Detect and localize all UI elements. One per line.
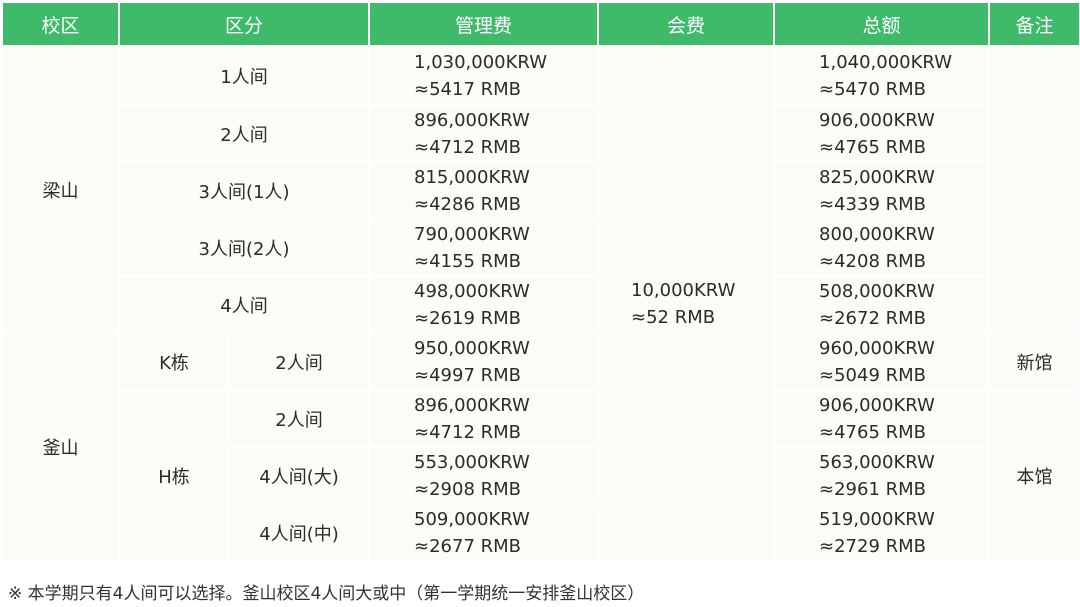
total-cell: 800,000KRW ≈4208 RMB xyxy=(773,218,991,277)
management-fee-rmb: ≈4997 RMB xyxy=(414,364,522,386)
total-rmb: ≈4765 RMB xyxy=(819,136,927,158)
header-category: 区分 xyxy=(117,1,371,47)
table-row: 2人间 896,000KRW ≈4712 RMB 906,000KRW ≈476… xyxy=(2,104,1080,163)
total-rmb: ≈2729 RMB xyxy=(819,535,927,557)
total-cell: 519,000KRW ≈2729 RMB xyxy=(773,503,991,562)
membership-fee-rmb: ≈52 RMB xyxy=(631,306,716,328)
management-fee-krw: 553,000KRW xyxy=(414,451,530,473)
total-rmb: ≈2672 RMB xyxy=(819,307,927,329)
campus-busan: 釜山 xyxy=(1,332,120,562)
total-rmb: ≈4765 RMB xyxy=(819,421,927,443)
remark-empty xyxy=(988,45,1080,334)
management-fee-krw: 498,000KRW xyxy=(414,280,530,302)
total-rmb: ≈5049 RMB xyxy=(819,364,927,386)
management-fee-krw: 950,000KRW xyxy=(414,337,530,359)
management-fee-rmb: ≈4712 RMB xyxy=(414,136,522,158)
management-fee-cell: 950,000KRW ≈4997 RMB xyxy=(368,332,600,391)
remark-new-building: 新馆 xyxy=(988,332,1080,391)
management-fee-krw: 509,000KRW xyxy=(414,508,530,530)
total-rmb: ≈4339 RMB xyxy=(819,193,927,215)
total-cell: 1,040,000KRW ≈5470 RMB xyxy=(773,45,991,106)
management-fee-rmb: ≈2677 RMB xyxy=(414,535,522,557)
room-type: 4人间(大) xyxy=(227,446,371,505)
management-fee-krw: 790,000KRW xyxy=(414,223,530,245)
management-fee-rmb: ≈4155 RMB xyxy=(414,250,522,272)
total-krw: 906,000KRW xyxy=(819,109,935,131)
table-row: 3人间(1人) 815,000KRW ≈4286 RMB 825,000KRW … xyxy=(2,161,1080,220)
management-fee-cell: 498,000KRW ≈2619 RMB xyxy=(368,275,600,334)
management-fee-krw: 815,000KRW xyxy=(414,166,530,188)
total-rmb: ≈4208 RMB xyxy=(819,250,927,272)
management-fee-krw: 896,000KRW xyxy=(414,394,530,416)
management-fee-cell: 815,000KRW ≈4286 RMB xyxy=(368,161,600,220)
table-row: 4人间 498,000KRW ≈2619 RMB 508,000KRW ≈267… xyxy=(2,275,1080,334)
remark-main-building: 本馆 xyxy=(988,389,1080,562)
table-row: 梁山 1人间 1,030,000KRW ≈5417 RMB 10,000KRW … xyxy=(1,45,1080,562)
header-membership-fee: 会费 xyxy=(597,1,776,47)
total-cell: 906,000KRW ≈4765 RMB xyxy=(773,389,991,448)
building-k: K栋 xyxy=(118,332,230,391)
total-krw: 519,000KRW xyxy=(819,508,935,530)
management-fee-cell: 553,000KRW ≈2908 RMB xyxy=(368,446,600,505)
management-fee-cell: 1,030,000KRW ≈5417 RMB xyxy=(368,45,600,106)
room-type: 4人间(中) xyxy=(227,503,371,562)
building-h: H栋 xyxy=(118,389,230,562)
room-type: 4人间 xyxy=(117,275,371,334)
room-type: 1人间 xyxy=(117,45,371,106)
total-krw: 508,000KRW xyxy=(819,280,935,302)
management-fee-cell: 509,000KRW ≈2677 RMB xyxy=(368,503,600,562)
header-total: 总额 xyxy=(773,1,991,47)
table-row: 釜山 K栋 2人间 950,000KRW ≈4997 RMB 960,000KR… xyxy=(1,332,1080,562)
total-krw: 906,000KRW xyxy=(819,394,935,416)
membership-fee-krw: 10,000KRW xyxy=(631,279,736,301)
total-cell: 508,000KRW ≈2672 RMB xyxy=(773,275,991,334)
room-type: 2人间 xyxy=(227,389,371,448)
table-row: H栋 2人间 896,000KRW ≈4712 RMB 906,000KRW ≈… xyxy=(2,389,1080,562)
room-type: 3人间(1人) xyxy=(117,161,371,220)
room-type: 3人间(2人) xyxy=(117,218,371,277)
management-fee-rmb: ≈2908 RMB xyxy=(414,478,522,500)
footnote: ※ 本学期只有4人间可以选择。釜山校区4人间大或中（第一学期统一安排釜山校区） xyxy=(8,584,645,604)
management-fee-rmb: ≈4286 RMB xyxy=(414,193,522,215)
table-row: 4人间(中) 509,000KRW ≈2677 RMB 519,000KRW ≈… xyxy=(2,503,1080,562)
membership-fee-cell: 10,000KRW ≈52 RMB xyxy=(597,45,776,562)
campus-yangsan: 梁山 xyxy=(1,45,120,334)
header-management-fee: 管理费 xyxy=(368,1,600,47)
total-krw: 563,000KRW xyxy=(819,451,935,473)
total-rmb: ≈2961 RMB xyxy=(819,478,927,500)
room-type: 2人间 xyxy=(117,104,371,163)
table-row: 3人间(2人) 790,000KRW ≈4155 RMB 800,000KRW … xyxy=(2,218,1080,277)
management-fee-cell: 896,000KRW ≈4712 RMB xyxy=(368,104,600,163)
management-fee-rmb: ≈2619 RMB xyxy=(414,307,522,329)
management-fee-rmb: ≈4712 RMB xyxy=(414,421,522,443)
header-remarks: 备注 xyxy=(988,1,1080,47)
total-cell: 960,000KRW ≈5049 RMB xyxy=(773,332,991,391)
header-row: 校区 区分 管理费 会费 总额 备注 xyxy=(1,1,1080,47)
total-krw: 960,000KRW xyxy=(819,337,935,359)
room-type: 2人间 xyxy=(227,332,371,391)
management-fee-krw: 1,030,000KRW xyxy=(414,51,548,73)
total-krw: 825,000KRW xyxy=(819,166,935,188)
management-fee-cell: 790,000KRW ≈4155 RMB xyxy=(368,218,600,277)
management-fee-cell: 896,000KRW ≈4712 RMB xyxy=(368,389,600,448)
total-cell: 906,000KRW ≈4765 RMB xyxy=(773,104,991,163)
total-rmb: ≈5470 RMB xyxy=(819,78,927,100)
total-cell: 563,000KRW ≈2961 RMB xyxy=(773,446,991,505)
management-fee-krw: 896,000KRW xyxy=(414,109,530,131)
total-cell: 825,000KRW ≈4339 RMB xyxy=(773,161,991,220)
header-campus: 校区 xyxy=(1,1,120,47)
table-row: 4人间(大) 553,000KRW ≈2908 RMB 563,000KRW ≈… xyxy=(2,446,1080,505)
total-krw: 800,000KRW xyxy=(819,223,935,245)
total-krw: 1,040,000KRW xyxy=(819,51,953,73)
dormitory-fee-table: 校区 区分 管理费 会费 总额 备注 梁山 1人间 1,030,000KRW ≈… xyxy=(1,1,1080,562)
management-fee-rmb: ≈5417 RMB xyxy=(414,78,522,100)
